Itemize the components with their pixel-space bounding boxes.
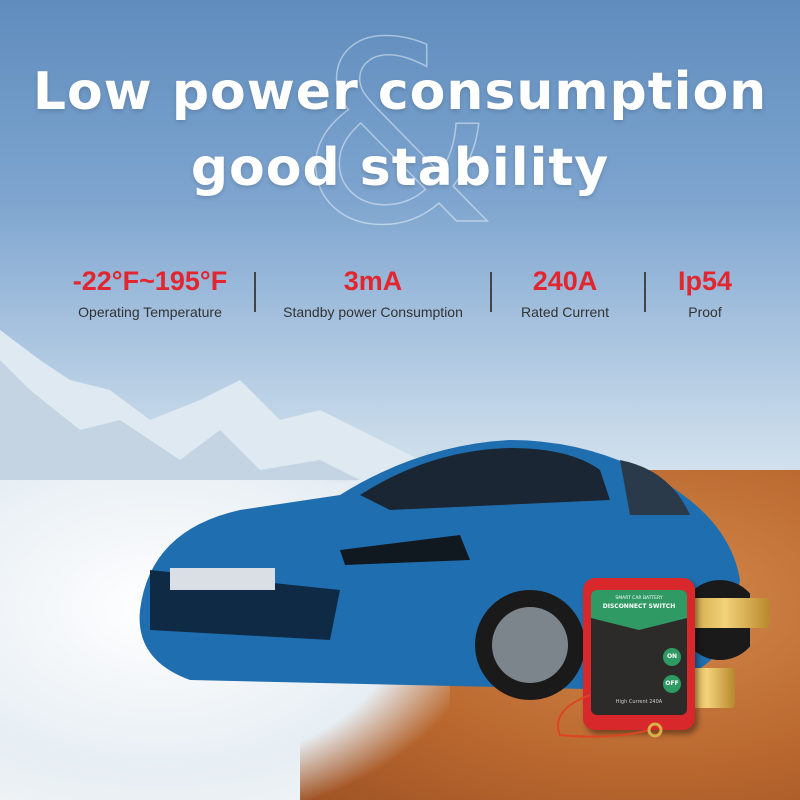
ampersand-decoration: & [299,0,495,280]
divider [490,272,492,312]
spec-label: Standby power Consumption [283,304,463,320]
spec-value: -22°F~195°F [72,266,228,296]
remote-wire [557,694,663,738]
battery-disconnect-switch: SMART CAR BATTERY DISCONNECT SWITCH ON OF… [583,578,695,730]
spec-current: 240A Rated Current [500,266,630,320]
divider [254,272,256,312]
spec-label: Rated Current [521,304,609,320]
device-name: DISCONNECT SWITCH [602,603,676,610]
spec-proof: Ip54 Proof [650,266,760,320]
spec-standby: 3mA Standby power Consumption [268,266,478,320]
device-panel: SMART CAR BATTERY DISCONNECT SWITCH ON OF… [591,590,687,715]
headline-line1: Low power consumption [32,62,768,122]
device-footer: High Current 240A [615,699,663,705]
headline-line2: good stability [190,138,610,198]
off-button: OFF [663,675,681,693]
spec-value: 3mA [343,266,403,296]
on-button: ON [663,648,681,666]
battery-terminal [680,598,770,628]
spec-value: Ip54 [677,266,733,296]
spec-value: 240A [532,266,598,296]
spec-temperature: -22°F~195°F Operating Temperature [55,266,245,320]
divider [644,272,646,312]
device-brand: SMART CAR BATTERY [615,596,663,601]
spec-label: Operating Temperature [78,304,222,320]
spec-label: Proof [688,304,722,320]
spec-row: -22°F~195°F Operating Temperature 3mA Stan… [0,266,800,326]
